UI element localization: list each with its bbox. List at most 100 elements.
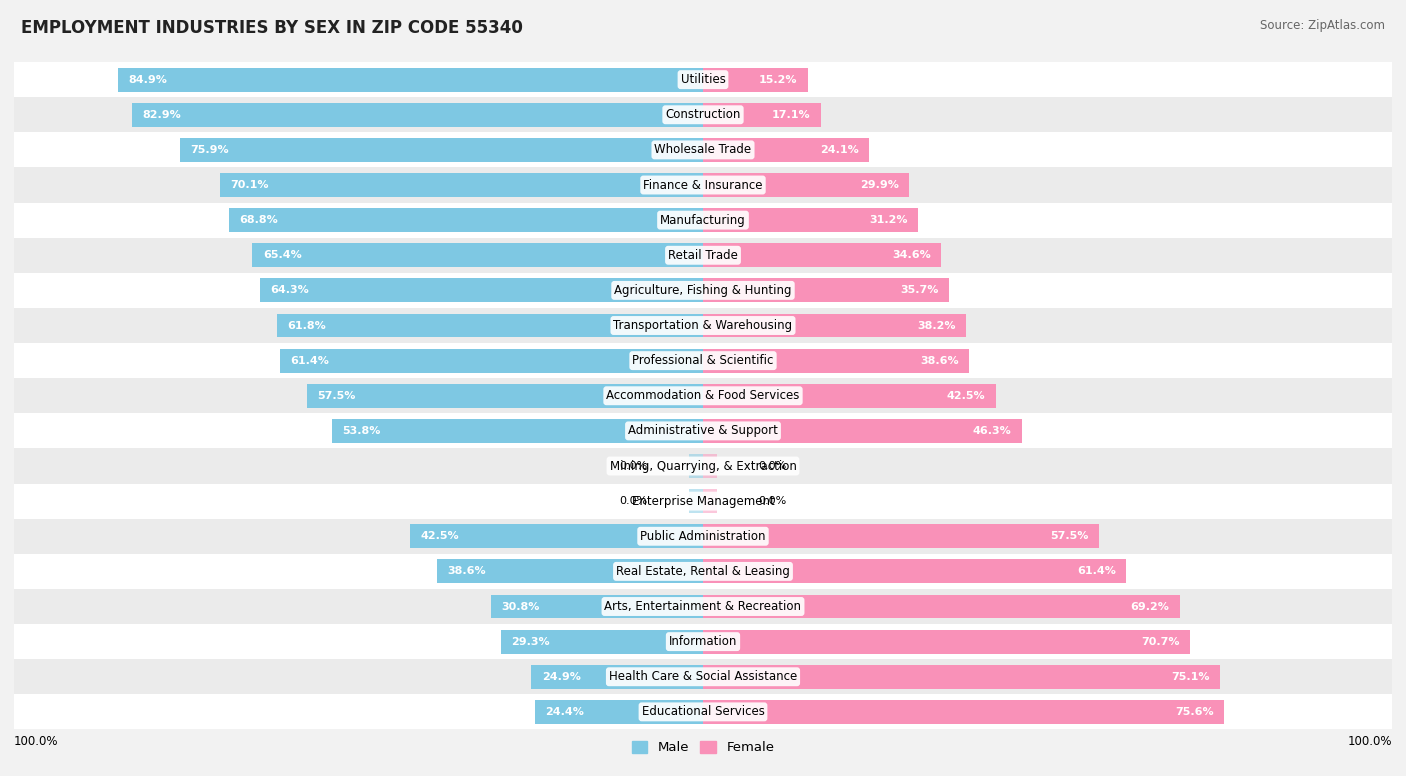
Text: 31.2%: 31.2% — [869, 215, 908, 225]
Text: 0.0%: 0.0% — [620, 496, 648, 506]
Text: 70.7%: 70.7% — [1142, 636, 1180, 646]
Bar — [280, 348, 703, 372]
Text: Agriculture, Fishing & Hunting: Agriculture, Fishing & Hunting — [614, 284, 792, 297]
Text: 24.1%: 24.1% — [820, 145, 859, 155]
Text: Wholesale Trade: Wholesale Trade — [654, 144, 752, 157]
Bar — [14, 273, 1392, 308]
Text: 0.0%: 0.0% — [758, 496, 786, 506]
Text: 75.1%: 75.1% — [1171, 672, 1211, 682]
Bar — [703, 279, 949, 303]
Text: 42.5%: 42.5% — [946, 391, 986, 400]
Text: Construction: Construction — [665, 109, 741, 121]
Text: 42.5%: 42.5% — [420, 532, 460, 541]
Text: Retail Trade: Retail Trade — [668, 249, 738, 262]
Text: 100.0%: 100.0% — [1347, 735, 1392, 748]
Bar — [703, 559, 1126, 584]
Text: 68.8%: 68.8% — [239, 215, 278, 225]
Bar — [14, 695, 1392, 729]
Text: 15.2%: 15.2% — [759, 74, 797, 85]
Text: Transportation & Warehousing: Transportation & Warehousing — [613, 319, 793, 332]
Bar — [703, 103, 821, 126]
Text: 100.0%: 100.0% — [14, 735, 59, 748]
Bar — [14, 97, 1392, 133]
Text: 64.3%: 64.3% — [270, 286, 309, 296]
Bar — [14, 133, 1392, 168]
Text: Finance & Insurance: Finance & Insurance — [644, 178, 762, 192]
Text: 57.5%: 57.5% — [1050, 532, 1088, 541]
Text: EMPLOYMENT INDUSTRIES BY SEX IN ZIP CODE 55340: EMPLOYMENT INDUSTRIES BY SEX IN ZIP CODE… — [21, 19, 523, 37]
Bar — [14, 659, 1392, 695]
Bar — [703, 173, 910, 197]
Text: 46.3%: 46.3% — [973, 426, 1012, 436]
Bar — [14, 483, 1392, 518]
Bar — [703, 384, 995, 407]
Text: Accommodation & Food Services: Accommodation & Food Services — [606, 390, 800, 402]
Text: 82.9%: 82.9% — [142, 109, 181, 120]
Bar — [437, 559, 703, 584]
Text: 57.5%: 57.5% — [318, 391, 356, 400]
Text: Mining, Quarrying, & Extraction: Mining, Quarrying, & Extraction — [610, 459, 796, 473]
Bar — [534, 700, 703, 724]
Bar — [531, 665, 703, 688]
Text: 53.8%: 53.8% — [343, 426, 381, 436]
Text: 65.4%: 65.4% — [263, 251, 301, 260]
Bar — [703, 138, 869, 162]
Text: 35.7%: 35.7% — [900, 286, 939, 296]
Text: 0.0%: 0.0% — [620, 461, 648, 471]
Text: Public Administration: Public Administration — [640, 530, 766, 542]
Bar — [703, 454, 717, 478]
Text: Information: Information — [669, 635, 737, 648]
Text: 29.9%: 29.9% — [860, 180, 898, 190]
Bar — [703, 629, 1189, 653]
Text: 24.4%: 24.4% — [546, 707, 583, 717]
Bar — [14, 414, 1392, 449]
Text: 38.6%: 38.6% — [447, 566, 486, 577]
Bar — [260, 279, 703, 303]
Text: 75.9%: 75.9% — [190, 145, 229, 155]
Bar — [703, 244, 942, 267]
Bar — [703, 208, 918, 232]
Bar — [14, 589, 1392, 624]
Bar — [221, 173, 703, 197]
Text: Real Estate, Rental & Leasing: Real Estate, Rental & Leasing — [616, 565, 790, 578]
Text: Utilities: Utilities — [681, 73, 725, 86]
Bar — [703, 348, 969, 372]
Text: 38.6%: 38.6% — [920, 355, 959, 365]
Text: Administrative & Support: Administrative & Support — [628, 424, 778, 438]
Bar — [14, 308, 1392, 343]
Bar — [703, 314, 966, 338]
Bar — [14, 449, 1392, 483]
Text: 61.4%: 61.4% — [1077, 566, 1116, 577]
Bar — [253, 244, 703, 267]
Text: 24.9%: 24.9% — [541, 672, 581, 682]
Bar — [132, 103, 703, 126]
Text: Arts, Entertainment & Recreation: Arts, Entertainment & Recreation — [605, 600, 801, 613]
Text: 29.3%: 29.3% — [512, 636, 550, 646]
Bar — [14, 518, 1392, 554]
Text: Educational Services: Educational Services — [641, 705, 765, 719]
Bar — [703, 68, 807, 92]
Text: Manufacturing: Manufacturing — [661, 213, 745, 227]
Bar — [703, 489, 717, 513]
Bar — [703, 594, 1180, 618]
Bar — [703, 665, 1220, 688]
Bar — [229, 208, 703, 232]
Bar — [14, 554, 1392, 589]
Text: Professional & Scientific: Professional & Scientific — [633, 354, 773, 367]
Bar — [491, 594, 703, 618]
Bar — [703, 525, 1099, 548]
Bar — [689, 454, 703, 478]
Bar — [180, 138, 703, 162]
Bar — [14, 62, 1392, 97]
Text: 30.8%: 30.8% — [501, 601, 540, 611]
Text: Health Care & Social Assistance: Health Care & Social Assistance — [609, 670, 797, 683]
Text: 69.2%: 69.2% — [1130, 601, 1170, 611]
Text: 70.1%: 70.1% — [231, 180, 269, 190]
Text: 61.8%: 61.8% — [288, 320, 326, 331]
Bar — [307, 384, 703, 407]
Text: Source: ZipAtlas.com: Source: ZipAtlas.com — [1260, 19, 1385, 33]
Bar — [501, 629, 703, 653]
Bar — [14, 237, 1392, 273]
Bar — [14, 168, 1392, 203]
Text: Enterprise Management: Enterprise Management — [631, 494, 775, 508]
